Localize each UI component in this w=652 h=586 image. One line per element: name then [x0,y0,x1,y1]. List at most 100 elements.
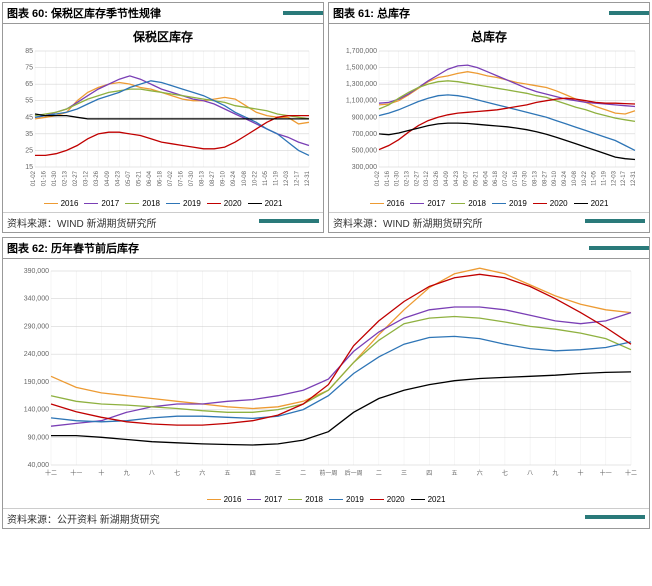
svg-text:190,000: 190,000 [24,379,49,386]
legend: 201620172018201920202021 [7,493,645,506]
source-text: 资料来源：公开资料 新湖期货研究 [7,511,160,526]
accent-bar [283,11,323,15]
svg-text:二: 二 [376,471,382,477]
svg-text:11-05: 11-05 [592,170,598,186]
svg-text:十一: 十一 [600,469,612,477]
svg-text:12-31: 12-31 [631,170,637,186]
svg-text:12-17: 12-17 [621,170,627,186]
svg-text:10-22: 10-22 [252,170,258,186]
svg-text:05-07: 05-07 [126,170,132,186]
svg-text:五: 五 [225,470,231,477]
svg-text:四: 四 [250,470,256,477]
svg-text:05-07: 05-07 [464,170,470,186]
svg-text:06-04: 06-04 [483,170,489,186]
svg-text:04-23: 04-23 [115,170,121,186]
svg-text:06-04: 06-04 [147,170,153,186]
legend-label: 2016 [61,199,79,208]
svg-text:65: 65 [25,81,33,88]
svg-text:25: 25 [25,147,33,154]
line-chart: 40,00090,000140,000190,000240,000290,000… [7,263,645,493]
panel-header: 图表 60: 保税区库存季节性规律 [3,3,323,24]
svg-text:九: 九 [552,469,558,477]
svg-text:08-27: 08-27 [542,170,548,186]
legend: 201620172018201920202021 [7,197,319,210]
svg-text:09-24: 09-24 [231,170,237,186]
svg-text:290,000: 290,000 [24,323,49,330]
svg-text:08-13: 08-13 [533,170,539,186]
svg-text:04-09: 04-09 [105,170,111,186]
panel-header: 图表 62: 历年春节前后库存 [3,238,649,259]
svg-text:40,000: 40,000 [28,462,50,469]
svg-text:六: 六 [199,469,205,477]
legend-item: 2018 [288,495,323,504]
svg-text:07-30: 07-30 [523,170,529,186]
svg-text:10-22: 10-22 [582,170,588,186]
svg-text:十: 十 [98,469,104,477]
line-chart: 300,000500,000700,000900,0001,100,0001,3… [333,47,645,197]
svg-text:09-10: 09-10 [552,170,558,186]
svg-text:1,300,000: 1,300,000 [346,81,377,88]
svg-text:09-24: 09-24 [562,170,568,186]
legend-item: 2018 [125,199,160,208]
legend-label: 2018 [468,199,486,208]
svg-text:十二: 十二 [45,469,57,477]
svg-text:十一: 十一 [70,469,82,477]
legend-item: 2021 [411,495,446,504]
svg-text:二: 二 [300,471,306,477]
legend-item: 2017 [410,199,445,208]
figure-61-header: 图表 61: 总库存 [329,3,414,23]
svg-text:1,100,000: 1,100,000 [346,98,377,105]
svg-text:45: 45 [25,114,33,121]
svg-text:02-27: 02-27 [73,170,79,186]
figure-60-panel: 图表 60: 保税区库存季节性规律 保税区库存 1525354555657585… [2,2,324,233]
svg-text:六: 六 [477,469,483,477]
accent-bar [609,11,649,15]
figure-61-panel: 图表 61: 总库存 总库存 300,000500,000700,000900,… [328,2,650,233]
source-text: 资料来源：WIND 新湖期货研究所 [333,215,482,230]
source-note: 资料来源：公开资料 新湖期货研究 [3,508,649,528]
svg-text:01-16: 01-16 [385,170,391,186]
svg-text:07-16: 07-16 [513,170,519,186]
svg-text:八: 八 [527,470,533,477]
svg-text:07-16: 07-16 [179,170,185,186]
legend-item: 2021 [574,199,609,208]
svg-text:03-12: 03-12 [424,170,430,186]
svg-text:10-08: 10-08 [242,170,248,186]
legend-item: 2016 [370,199,405,208]
legend-label: 2017 [427,199,445,208]
legend-label: 2021 [428,495,446,504]
svg-text:06-18: 06-18 [493,170,499,186]
chart-area: 保税区库存 152535455565758501-0201-1601-3002-… [3,24,323,212]
svg-text:01-30: 01-30 [395,170,401,186]
svg-text:02-13: 02-13 [405,170,411,186]
svg-text:九: 九 [124,469,130,477]
svg-text:01-16: 01-16 [42,170,48,186]
legend-item: 2020 [533,199,568,208]
svg-text:七: 七 [174,469,180,477]
svg-text:11-19: 11-19 [273,170,279,186]
legend: 201620172018201920202021 [333,197,645,210]
svg-text:390,000: 390,000 [24,268,49,275]
chart-title: 总库存 [333,28,645,45]
source-note: 资料来源：WIND 新湖期货研究所 [3,212,323,232]
source-text: 资料来源：WIND 新湖期货研究所 [7,215,156,230]
legend-label: 2021 [265,199,283,208]
legend-label: 2017 [101,199,119,208]
svg-text:06-18: 06-18 [157,170,163,186]
svg-text:07-02: 07-02 [168,170,174,186]
accent-bar [589,246,649,250]
svg-text:三: 三 [275,470,281,477]
svg-text:02-13: 02-13 [63,170,69,186]
svg-text:04-23: 04-23 [454,170,460,186]
svg-text:15: 15 [25,164,33,171]
chart-area: 总库存 300,000500,000700,000900,0001,100,00… [329,24,649,212]
svg-text:300,000: 300,000 [352,164,377,171]
svg-text:03-26: 03-26 [434,170,440,186]
svg-text:140,000: 140,000 [24,407,49,414]
svg-text:04-09: 04-09 [444,170,450,186]
svg-text:01-30: 01-30 [52,170,58,186]
svg-text:11-19: 11-19 [601,170,607,186]
legend-label: 2018 [305,495,323,504]
svg-text:12-03: 12-03 [284,170,290,186]
legend-item: 2016 [44,199,79,208]
